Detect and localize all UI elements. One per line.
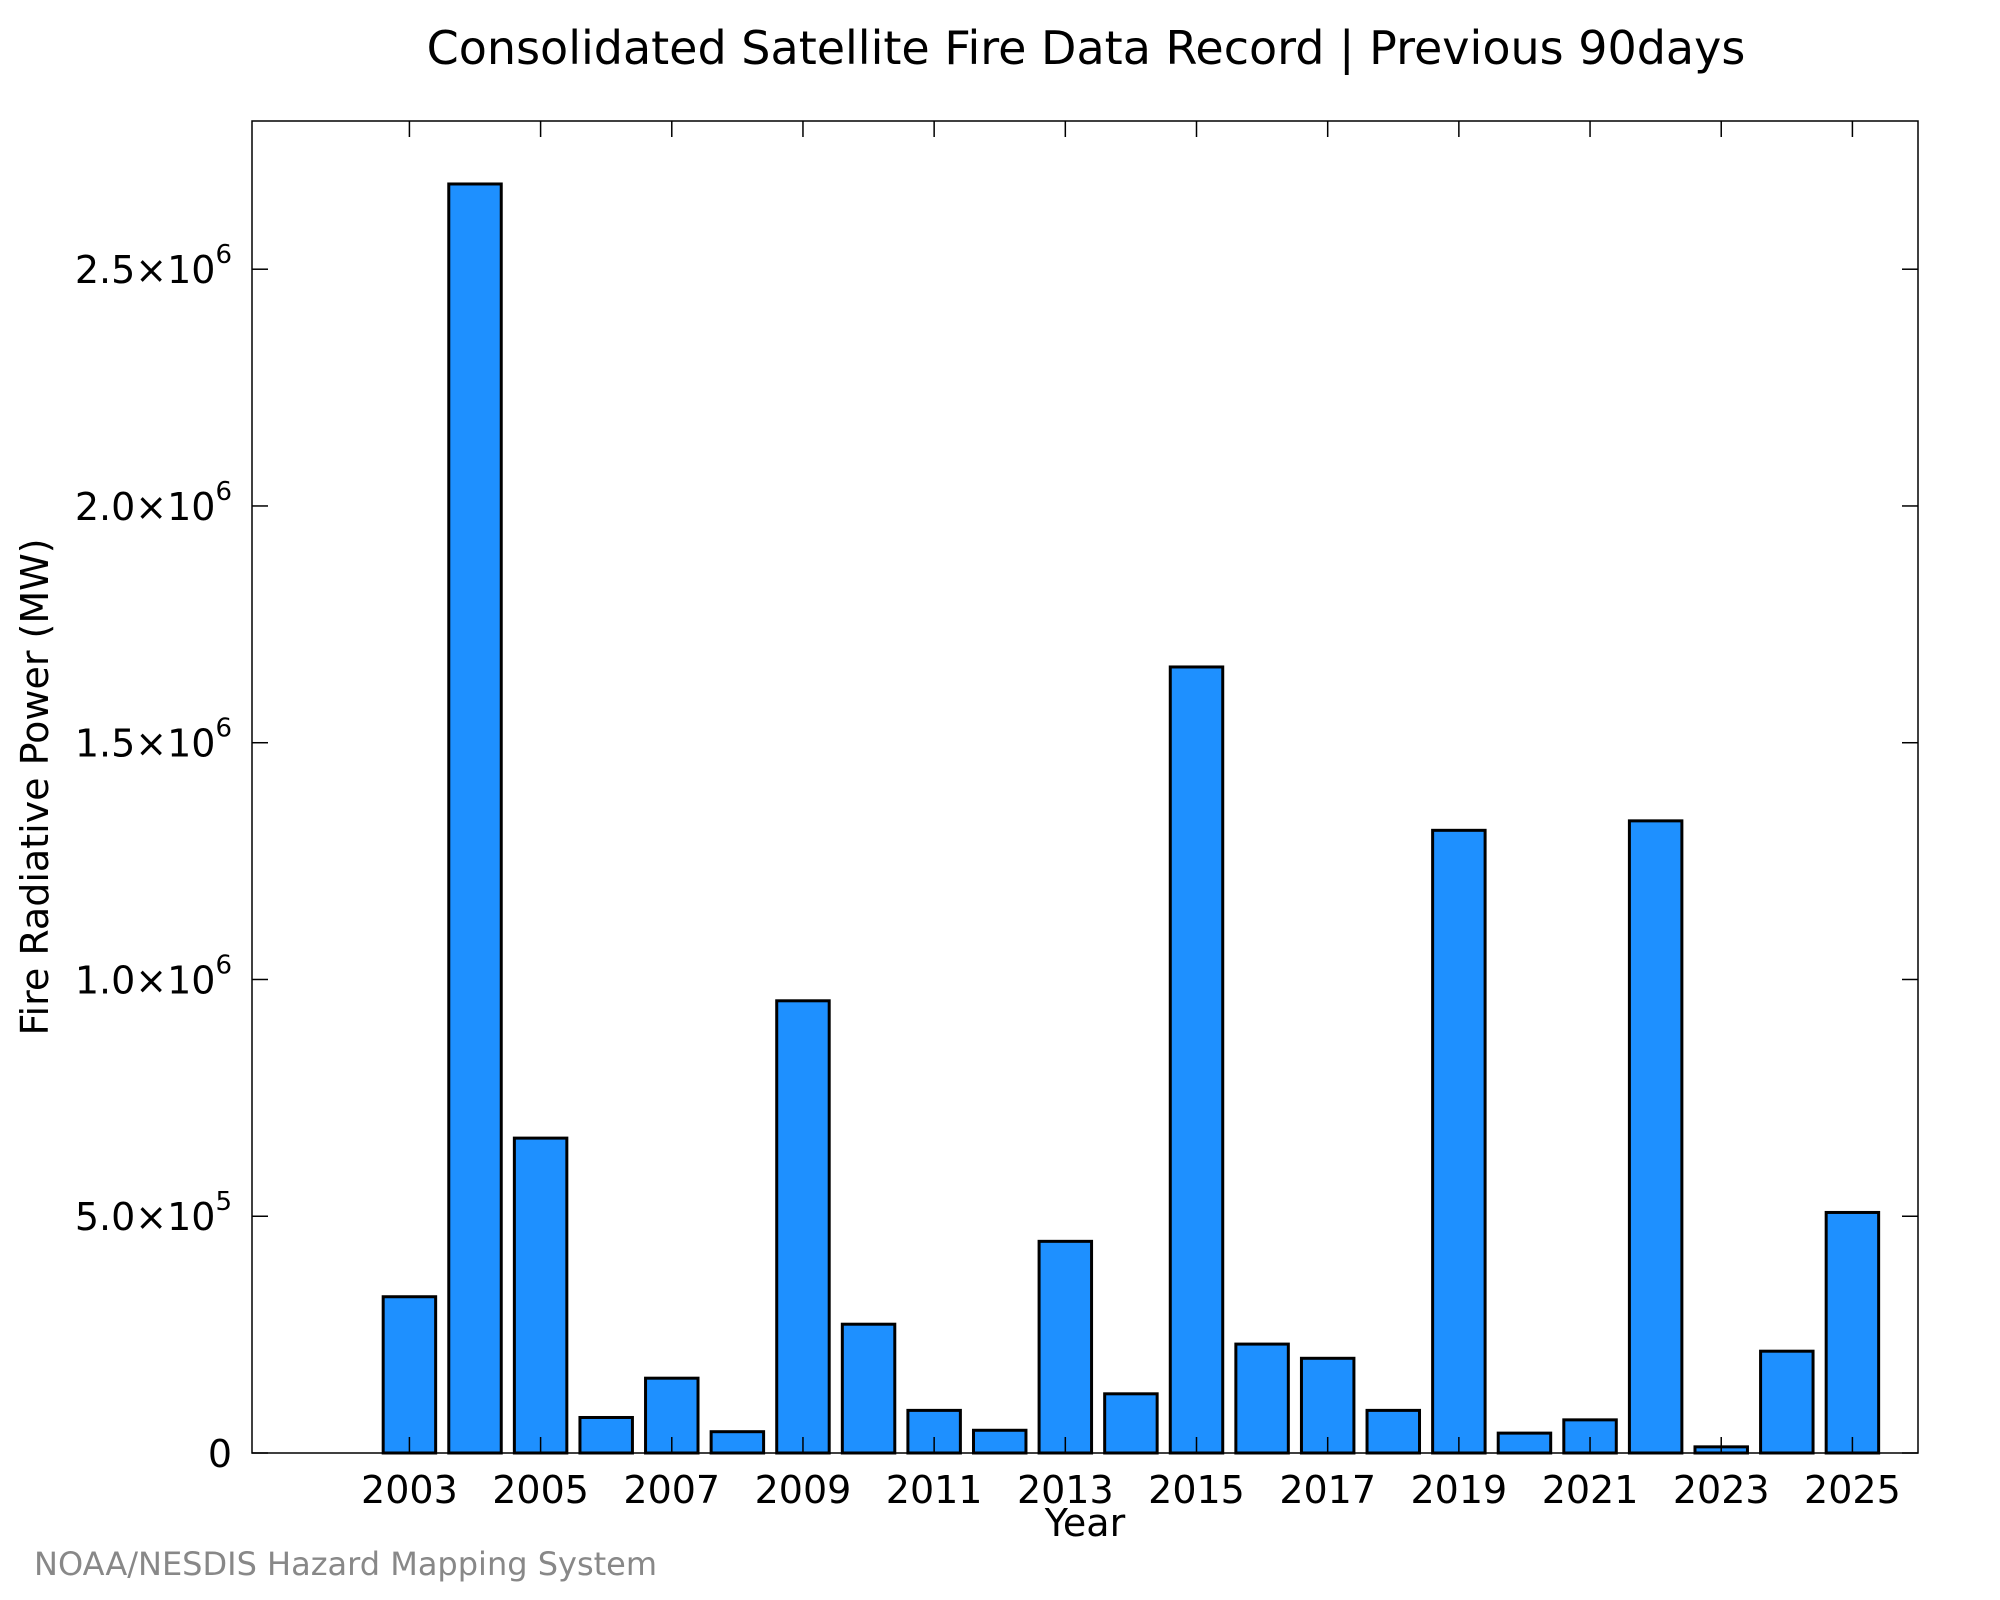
x-tick-label-2011: 2011 xyxy=(886,1468,983,1512)
bar-2004 xyxy=(447,182,503,1455)
bar-2010 xyxy=(840,1322,897,1455)
bar-2022 xyxy=(1627,819,1684,1455)
credit-text: NOAA/NESDIS Hazard Mapping System xyxy=(34,1545,657,1583)
bar-2013 xyxy=(1037,1239,1094,1455)
x-tick-label-2013: 2013 xyxy=(1017,1468,1114,1512)
x-tick-label-2005: 2005 xyxy=(492,1468,589,1512)
bar-2008 xyxy=(709,1430,766,1455)
y-tick-label-5: 2.5×106 xyxy=(75,240,232,292)
chart-title: Consolidated Satellite Fire Data Record … xyxy=(427,21,1746,76)
y-tick-label-2: 1.0×106 xyxy=(75,950,232,1002)
y-tick-label-4: 2.0×106 xyxy=(75,477,232,529)
bar-2005 xyxy=(512,1136,569,1455)
y-axis-label: Fire Radiative Power (MW) xyxy=(13,538,57,1035)
x-tick-label-2007: 2007 xyxy=(623,1468,720,1512)
x-tick-label-2025: 2025 xyxy=(1804,1468,1901,1512)
y-tick-label-0: 0 xyxy=(208,1432,232,1476)
bar-2012 xyxy=(971,1428,1028,1455)
x-axis-label: Year xyxy=(1044,1501,1126,1545)
bar-2018 xyxy=(1365,1408,1422,1455)
bar-2003 xyxy=(381,1295,438,1455)
plot-frame xyxy=(251,120,1919,1454)
x-tick-label-2021: 2021 xyxy=(1542,1468,1639,1512)
y-tick-label-1: 5.0×105 xyxy=(75,1187,232,1239)
bar-2016 xyxy=(1234,1342,1290,1455)
bar-2019 xyxy=(1431,828,1487,1455)
y-axis-ticks: 0 5.0×105 1.0×106 1.5×106 2.0×106 2.5×106 xyxy=(75,240,1918,1476)
bar-2025 xyxy=(1824,1210,1881,1455)
bar-2015 xyxy=(1168,665,1225,1455)
x-tick-label-2019: 2019 xyxy=(1411,1468,1508,1512)
bar-2006 xyxy=(578,1415,634,1455)
x-tick-label-2017: 2017 xyxy=(1279,1468,1376,1512)
x-tick-label-2003: 2003 xyxy=(361,1468,458,1512)
x-tick-label-2009: 2009 xyxy=(755,1468,852,1512)
bar-2024 xyxy=(1759,1349,1815,1455)
bar-2009 xyxy=(775,999,831,1455)
y-tick-label-3: 1.5×106 xyxy=(75,714,232,766)
bars-group xyxy=(381,182,1881,1455)
x-tick-label-2023: 2023 xyxy=(1673,1468,1770,1512)
x-axis-ticks: 2003 2005 2007 2009 2011 2013 2015 2017 2019 2021… xyxy=(361,121,1901,1512)
bar-2020 xyxy=(1496,1431,1553,1455)
bar-2014 xyxy=(1103,1392,1159,1455)
x-tick-label-2015: 2015 xyxy=(1148,1468,1245,1512)
